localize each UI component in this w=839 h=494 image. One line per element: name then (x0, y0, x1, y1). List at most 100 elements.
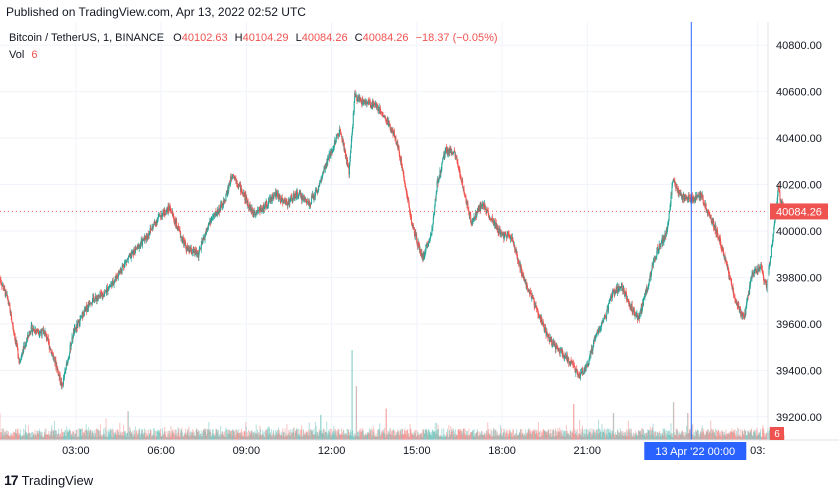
candle-body (159, 213, 161, 217)
candle-body (281, 197, 283, 199)
volume-bar (75, 434, 77, 440)
candle-body (217, 212, 219, 214)
volume-bar (259, 425, 261, 440)
candle-body (297, 196, 299, 197)
volume-bar (514, 435, 516, 440)
candle-body (740, 312, 742, 315)
candle-body (112, 279, 114, 284)
candle-body (681, 194, 683, 197)
volume-bar (519, 432, 521, 440)
candle-body (464, 194, 466, 197)
volume-bar (77, 437, 79, 440)
candle-body (436, 181, 438, 191)
candle-body (284, 198, 286, 200)
candle-body (762, 273, 764, 278)
volume-bar (699, 433, 701, 440)
volume-bar (493, 428, 495, 440)
candle-body (536, 306, 538, 309)
volume-bar (671, 433, 673, 440)
candle-body (205, 232, 207, 236)
candle-body (738, 303, 740, 308)
candle-body (202, 241, 204, 244)
volume-bar (444, 434, 446, 440)
volume-bar (118, 434, 120, 440)
volume-bar (258, 432, 260, 440)
volume-bar (265, 430, 267, 440)
candle-body (545, 331, 547, 336)
volume-bar (151, 435, 153, 440)
volume-bar (428, 429, 430, 440)
volume-bar (114, 435, 116, 440)
volume-bar (466, 431, 468, 440)
candle-body (495, 223, 497, 227)
candle-body (480, 204, 482, 211)
volume-bar (98, 430, 100, 440)
volume-bar (433, 431, 435, 440)
volume-bar (730, 431, 732, 440)
volume-bar (511, 436, 513, 440)
volume-bar (333, 434, 335, 440)
candle-body (720, 245, 722, 248)
candle-body (537, 314, 539, 316)
volume-bar (346, 434, 348, 440)
volume-bar (600, 437, 602, 440)
volume-bar (326, 421, 328, 440)
volume-bar (304, 433, 306, 440)
volume-bar (245, 426, 247, 440)
volume-bar (440, 436, 442, 440)
candle-body (541, 316, 543, 324)
candle-body (776, 200, 778, 205)
volume-bar (670, 423, 672, 440)
volume-bar (74, 433, 76, 440)
candle-body (588, 358, 590, 365)
volume-bar (720, 436, 722, 440)
volume-bar (69, 429, 71, 440)
volume-bar (328, 430, 330, 440)
volume-bar (706, 429, 708, 440)
volume-bar (640, 434, 642, 440)
candle-body (212, 216, 214, 218)
volume-bar (641, 434, 643, 440)
volume-bar (292, 432, 294, 440)
volume-bar (299, 429, 301, 440)
volume-bar (556, 431, 558, 440)
volume-bar (597, 429, 599, 440)
volume-bar (70, 436, 72, 440)
candle-body (673, 179, 675, 181)
volume-bar (733, 431, 735, 440)
volume-bar (33, 432, 35, 440)
volume-bar (147, 435, 149, 440)
volume-bar (34, 429, 36, 440)
volume-bar (555, 435, 557, 440)
candle-body (26, 338, 28, 342)
candle-body (433, 213, 435, 218)
volume-bar (412, 435, 414, 440)
volume-bar (653, 431, 655, 440)
volume-bar (84, 429, 86, 440)
candle-body (730, 278, 732, 279)
candle-body (348, 164, 350, 175)
chart-area[interactable]: 40800.00 40600.00 40400.00 40200.00 40000.00… (0, 22, 839, 462)
candle-body (316, 189, 318, 193)
candle-body (142, 238, 144, 241)
candle-body (523, 275, 525, 281)
volume-bar (756, 429, 758, 440)
volume-bar (534, 434, 536, 440)
volume-bar (592, 428, 594, 440)
volume-bar (705, 431, 707, 440)
candle-body (11, 319, 13, 323)
volume-bar (127, 411, 129, 440)
candle-body (71, 344, 73, 346)
candle-body (761, 269, 763, 274)
volume-bar (32, 435, 34, 440)
price-axis[interactable]: 40800.0040600.0040400.0040200.0040000.00… (776, 40, 822, 424)
candle-body (487, 211, 489, 214)
volume-bar (66, 431, 68, 440)
volume-bar (285, 435, 287, 440)
volume-bar (679, 433, 681, 440)
volume-bar (528, 428, 530, 440)
volume-bar (579, 420, 581, 440)
volume-bar (618, 436, 620, 440)
volume-bar (715, 435, 717, 440)
candlestick-chart[interactable]: 40800.0040600.0040400.0040200.0040000.00… (0, 22, 839, 462)
